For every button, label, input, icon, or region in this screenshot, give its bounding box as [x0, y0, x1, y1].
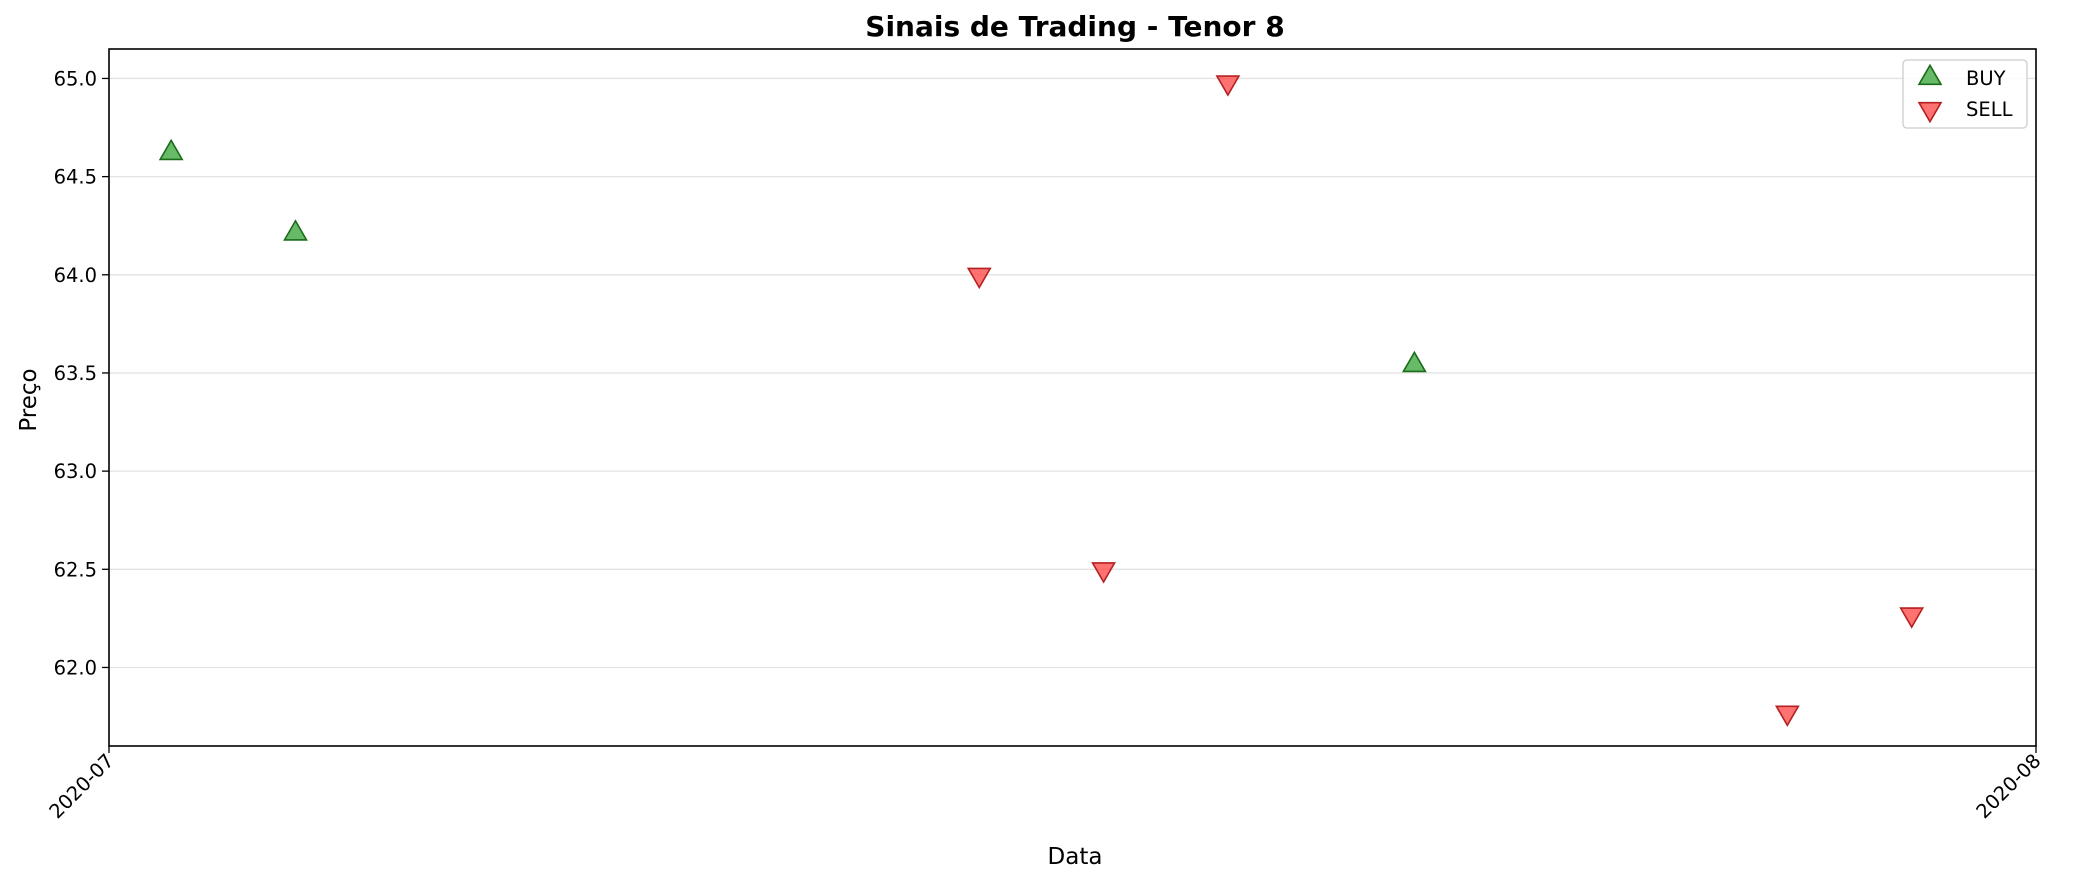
legend-label-buy: BUY [1966, 67, 2006, 90]
y-tick-label: 65.0 [54, 67, 97, 90]
y-axis-label: Preço [16, 368, 42, 431]
x-axis-label: Data [1048, 844, 1103, 870]
chart-title: Sinais de Trading - Tenor 8 [865, 10, 1284, 43]
legend: BUY SELL [1902, 59, 2028, 129]
sell-signal-marker [1091, 562, 1116, 584]
buy-signal-marker [283, 219, 308, 241]
legend-label-sell: SELL [1966, 98, 2013, 121]
y-tick-label: 63.0 [54, 460, 97, 483]
buy-signal-marker [158, 138, 184, 161]
y-tick-label: 62.0 [54, 656, 97, 679]
sell-signal-marker [1899, 607, 1925, 629]
buy-signal-marker [1402, 350, 1427, 373]
y-tick-label: 62.5 [54, 558, 97, 581]
plot-area-frame [108, 48, 2037, 747]
data-points [158, 75, 1925, 727]
y-tick-label: 63.5 [54, 362, 97, 385]
y-tick-label: 64.5 [54, 166, 97, 189]
sell-signal-marker [1774, 705, 1800, 727]
legend-marker-buy [1917, 63, 1943, 86]
y-tick-label: 64.0 [54, 264, 97, 287]
sell-signal-marker [1215, 75, 1241, 97]
sell-signal-marker [966, 267, 992, 290]
grid-lines [109, 77, 2036, 669]
legend-marker-sell [1917, 101, 1943, 124]
